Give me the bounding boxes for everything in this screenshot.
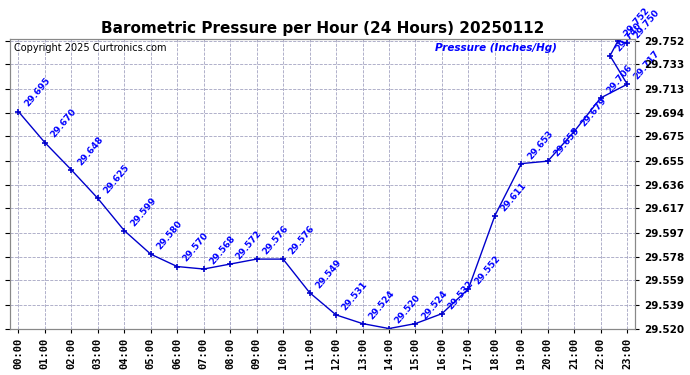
Text: 29.576: 29.576 [287,224,317,256]
Text: 29.552: 29.552 [473,254,502,286]
Title: Barometric Pressure per Hour (24 Hours) 20250112: Barometric Pressure per Hour (24 Hours) … [101,21,544,36]
Text: 29.570: 29.570 [181,231,210,264]
Text: 29.576: 29.576 [261,224,290,256]
Text: 29.679: 29.679 [578,96,608,129]
Text: 29.572: 29.572 [235,229,264,261]
Text: 29.568: 29.568 [208,234,237,266]
Text: 29.670: 29.670 [49,107,78,140]
Text: Copyright 2025 Curtronics.com: Copyright 2025 Curtronics.com [14,44,166,53]
Text: 29.750: 29.750 [631,8,660,40]
Text: 29.524: 29.524 [366,288,396,321]
Text: 29.611: 29.611 [499,180,529,213]
Text: 29.752: 29.752 [622,6,651,38]
Text: 29.695: 29.695 [23,76,52,109]
Text: 29.625: 29.625 [102,163,131,195]
Text: 29.532: 29.532 [446,279,475,311]
Text: 29.599: 29.599 [128,195,158,228]
Text: 29.740: 29.740 [614,21,644,53]
Text: 29.717: 29.717 [631,49,661,81]
Text: 29.549: 29.549 [314,257,343,290]
Text: 29.531: 29.531 [340,280,369,312]
Text: 29.648: 29.648 [75,135,105,167]
Text: 29.706: 29.706 [605,63,634,95]
Text: 29.580: 29.580 [155,219,184,251]
Text: 29.653: 29.653 [526,128,555,161]
Text: 29.524: 29.524 [420,288,449,321]
Text: 29.655: 29.655 [552,126,581,158]
Text: 29.520: 29.520 [393,294,422,326]
Text: Pressure (Inches/Hg): Pressure (Inches/Hg) [435,44,557,53]
